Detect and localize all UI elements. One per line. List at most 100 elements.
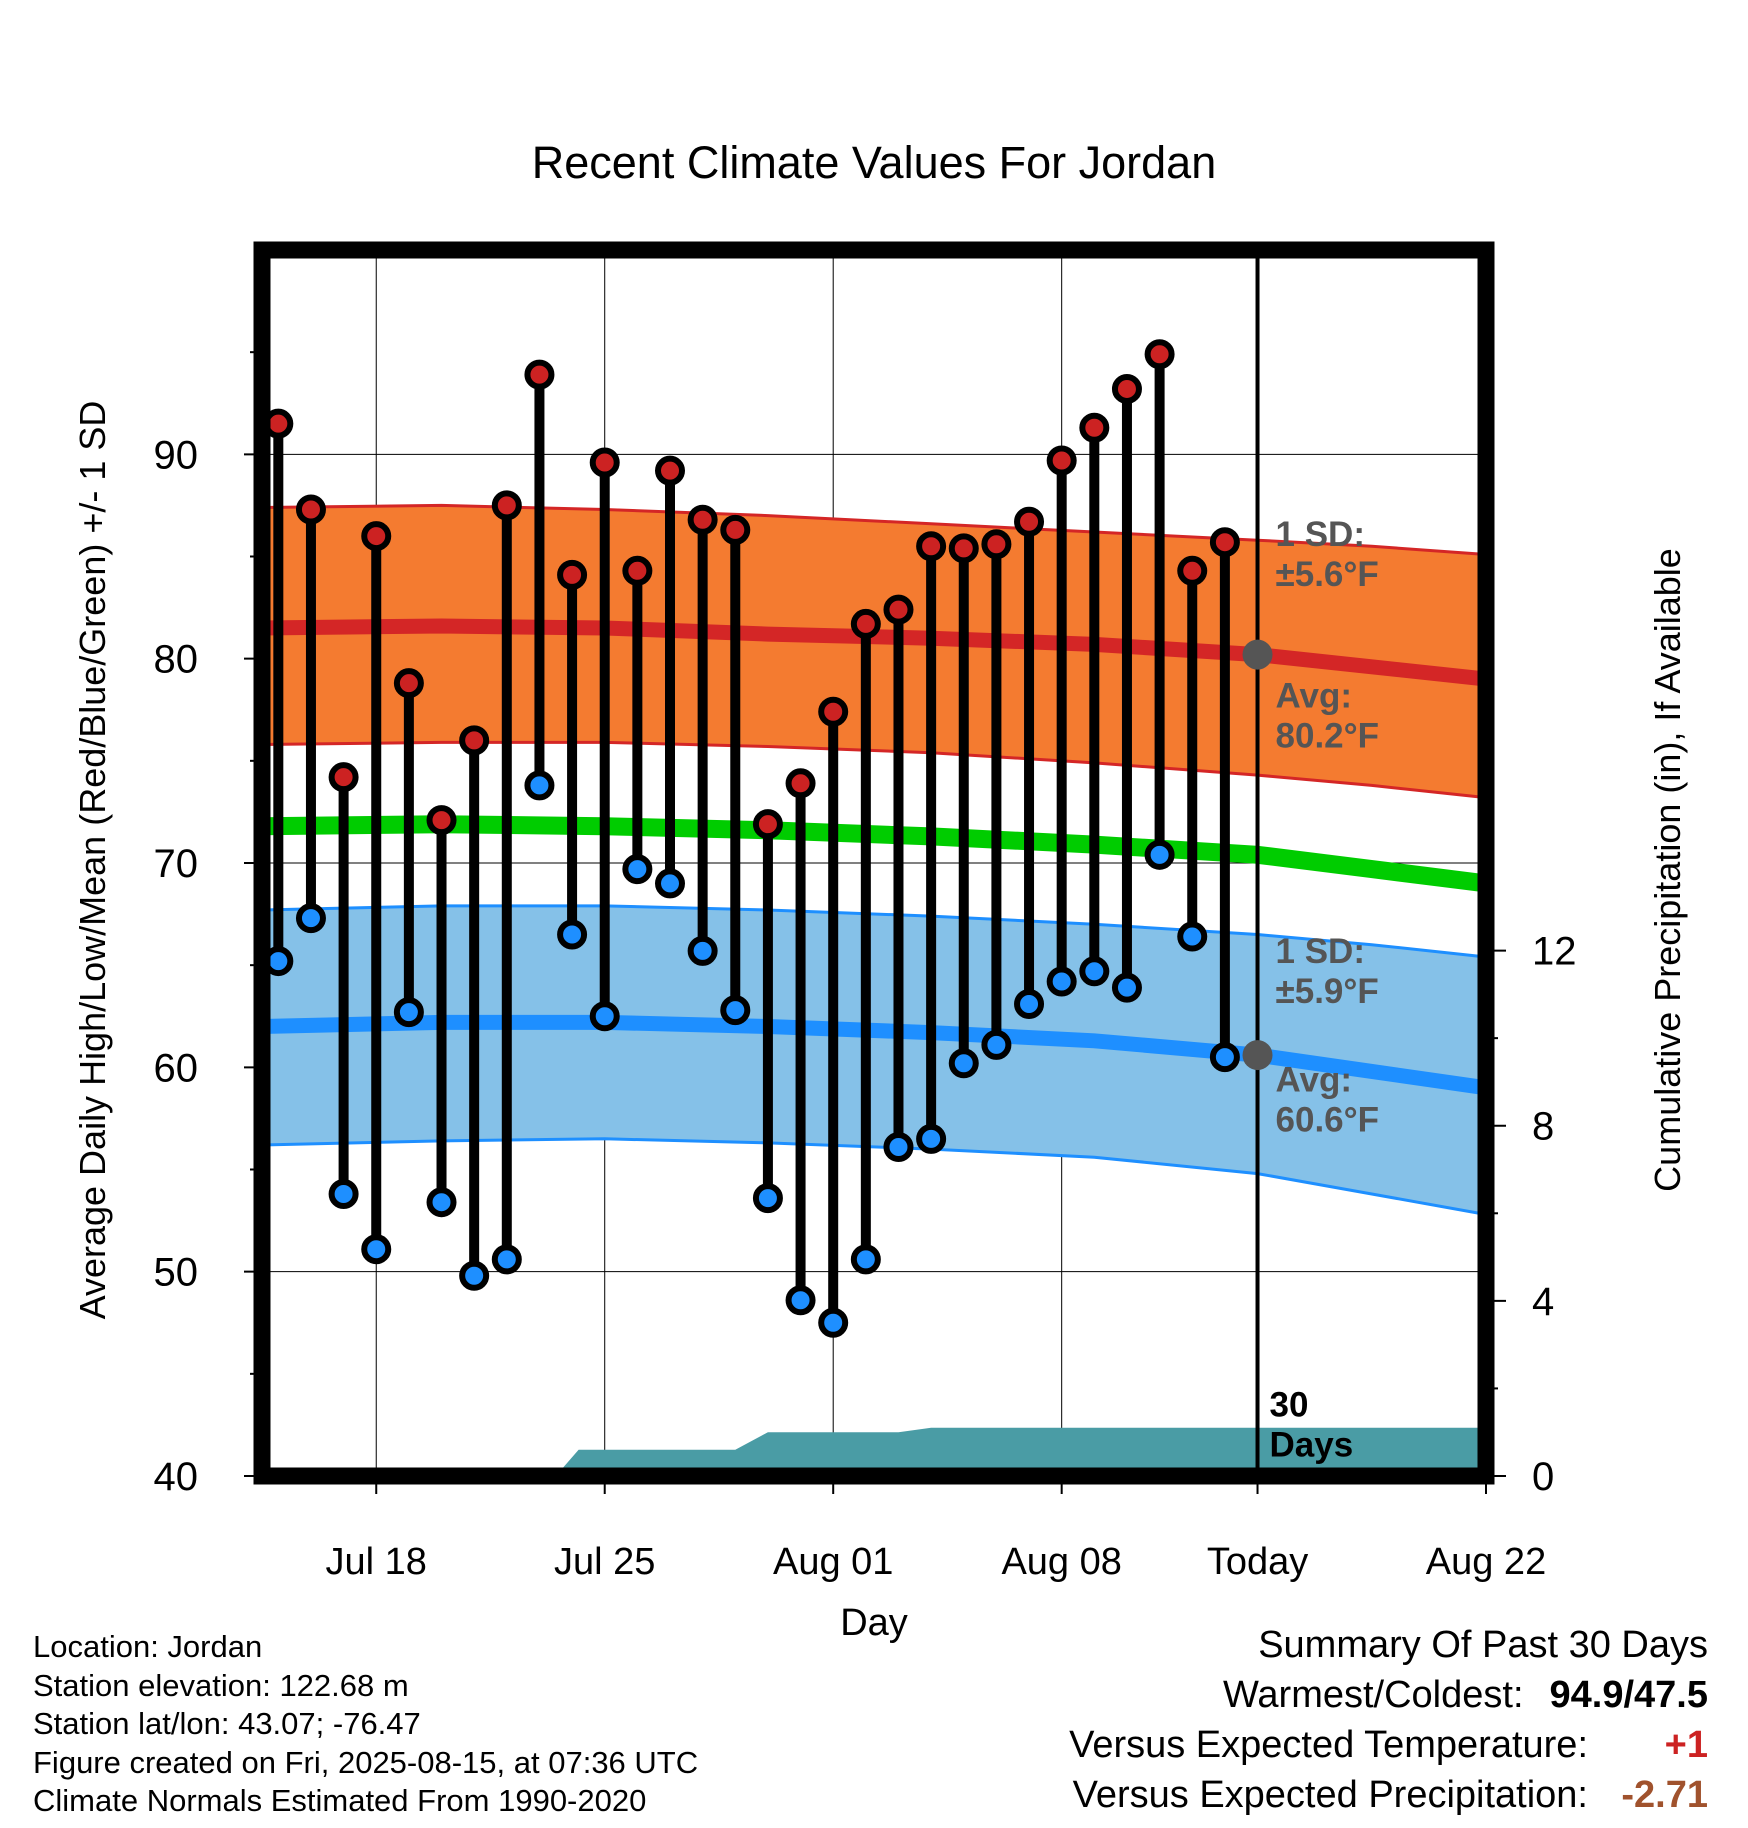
daily-low-point: [883, 1132, 914, 1163]
daily-low-point: [916, 1123, 947, 1154]
daily-low-point: [328, 1179, 359, 1210]
daily-low-point: [459, 1260, 490, 1291]
today-days-annotation: 30 Days: [1270, 1386, 1354, 1465]
daily-high-point: [981, 529, 1012, 560]
y-tick-label: 60: [154, 1046, 199, 1090]
y2-axis-label: Cumulative Precipitation (in), If Availa…: [1647, 548, 1688, 1192]
daily-high-point: [295, 494, 326, 525]
warm-cold-value: 94.9/47.5: [1549, 1674, 1708, 1716]
daily-high-point: [818, 696, 849, 727]
daily-high-point: [328, 762, 359, 793]
daily-high-point: [1177, 555, 1208, 586]
y-axis-label: Average Daily High/Low/Mean (Red/Blue/Gr…: [72, 401, 113, 1320]
daily-low-point: [785, 1285, 816, 1316]
daily-low-point: [818, 1307, 849, 1338]
x-axis-label: Day: [840, 1602, 908, 1644]
temp-value: +1: [1664, 1724, 1708, 1766]
daily-low-point: [393, 997, 424, 1028]
low-sd-annotation: 1 SD: ±5.9°F: [1276, 932, 1379, 1011]
daily-low-point: [752, 1183, 783, 1214]
x-tick-label: Aug 22: [1426, 1541, 1546, 1583]
elevation-text: Station elevation: 122.68 m: [33, 1667, 409, 1703]
y-tick-label: 80: [154, 638, 199, 682]
location-text: Location: Jordan: [33, 1629, 263, 1664]
low-sd-band: [262, 905, 1486, 1215]
daily-high-point: [1046, 445, 1077, 476]
daily-high-point: [720, 514, 751, 545]
precip-area: [262, 1427, 1486, 1476]
daily-high-point: [1111, 373, 1142, 404]
daily-low-point: [524, 770, 555, 801]
low-avg-annotation: Avg: 60.6°F: [1276, 1061, 1380, 1140]
chart-title: Recent Climate Values For Jordan: [532, 137, 1216, 188]
y-tick-label: 50: [154, 1251, 199, 1295]
daily-low-point: [948, 1048, 979, 1079]
created-text: Figure created on Fri, 2025-08-15, at 07…: [33, 1744, 699, 1780]
y2-tick-label: 8: [1532, 1105, 1554, 1149]
y2-tick-label: 12: [1532, 930, 1577, 974]
daily-high-point: [1014, 506, 1045, 537]
x-tick-label: Jul 25: [554, 1541, 655, 1583]
y2-tick-label: 4: [1532, 1280, 1554, 1324]
daily-high-point: [883, 594, 914, 625]
daily-high-point: [1144, 339, 1175, 370]
daily-high-point: [589, 447, 620, 478]
daily-low-point: [1144, 839, 1175, 870]
daily-high-point: [850, 608, 881, 639]
daily-high-point: [361, 521, 392, 552]
daily-low-point: [720, 995, 751, 1026]
daily-high-point: [524, 359, 555, 390]
daily-low-point: [1209, 1042, 1240, 1073]
daily-high-point: [622, 555, 653, 586]
daily-high-point: [557, 559, 588, 590]
daily-low-point: [491, 1244, 522, 1275]
daily-low-point: [589, 1001, 620, 1032]
daily-high-point: [459, 725, 490, 756]
daily-low-point: [557, 919, 588, 950]
summary-precip-row: Versus Expected Precipitation: -2.71: [1069, 1770, 1708, 1820]
daily-low-point: [361, 1234, 392, 1265]
x-tick-label: Today: [1207, 1541, 1308, 1583]
daily-low-point: [622, 854, 653, 885]
precip-value: -2.71: [1621, 1774, 1708, 1816]
high-avg-annotation: Avg: 80.2°F: [1276, 676, 1380, 755]
x-tick-label: Aug 08: [1001, 1541, 1121, 1583]
daily-high-point: [491, 490, 522, 521]
latlon-text: Station lat/lon: 43.07; -76.47: [33, 1706, 421, 1741]
daily-high-point: [948, 533, 979, 564]
daily-high-point: [785, 768, 816, 799]
summary-warm-cold-row: Warmest/Coldest: 94.9/47.5: [1069, 1670, 1708, 1720]
daily-high-point: [916, 531, 947, 562]
precip-label: Versus Expected Precipitation:: [1072, 1774, 1588, 1816]
daily-low-point: [981, 1029, 1012, 1060]
daily-low-point: [426, 1187, 457, 1218]
warm-cold-label: Warmest/Coldest:: [1222, 1674, 1524, 1716]
y-tick-label: 90: [154, 433, 199, 477]
station-info: Location: Jordan Station elevation: 122.…: [33, 1628, 698, 1821]
daily-high-point: [687, 504, 718, 535]
daily-low-point: [1111, 972, 1142, 1003]
y-tick-label: 40: [154, 1455, 199, 1499]
daily-low-point: [1177, 921, 1208, 952]
daily-low-point: [1046, 966, 1077, 997]
today-low-avg-dot: [1242, 1040, 1273, 1071]
today-high-avg-dot: [1242, 639, 1273, 670]
y-tick-label: 70: [154, 842, 199, 886]
daily-low-point: [295, 903, 326, 934]
y2-tick-label: 0: [1532, 1455, 1554, 1499]
summary-temp-row: Versus Expected Temperature: +1: [1069, 1720, 1708, 1770]
daily-low-point: [655, 868, 685, 899]
x-tick-label: Jul 18: [326, 1541, 427, 1583]
daily-high-point: [655, 455, 685, 486]
summary-title: Summary Of Past 30 Days: [1258, 1624, 1708, 1666]
daily-high-point: [1209, 527, 1240, 558]
x-tick-label: Aug 01: [773, 1541, 893, 1583]
daily-low-point: [1014, 988, 1045, 1019]
daily-low-point: [850, 1244, 881, 1275]
normals-text: Climate Normals Estimated From 1990-2020: [33, 1783, 647, 1818]
summary-panel: Summary Of Past 30 Days Warmest/Coldest:…: [1069, 1620, 1708, 1820]
daily-high-point: [393, 668, 424, 699]
temp-label: Versus Expected Temperature:: [1069, 1724, 1588, 1766]
daily-low-point: [1079, 956, 1110, 987]
